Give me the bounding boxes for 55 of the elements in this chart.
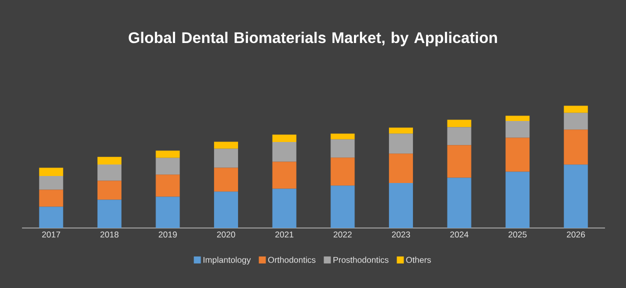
bar [388,154,413,183]
bar [506,138,530,172]
bar [388,182,413,228]
bar [447,178,472,228]
bar [272,142,296,162]
bar [214,142,238,149]
bar [330,158,355,186]
bar [97,200,122,228]
x-tick-label: 2022 [334,232,352,238]
bar [214,168,238,192]
x-tick-label: 2021 [275,232,294,238]
bar [156,196,180,228]
x-tick-label: 2019 [158,232,177,238]
bar [97,180,122,200]
bar [272,162,296,189]
bar [330,186,355,228]
bar [330,139,355,158]
legend-label: Implantology [204,256,251,265]
bar [564,130,588,165]
x-tick-label: 2023 [392,232,410,238]
bar [388,128,413,134]
bar [447,127,472,146]
chart-title: Global Dental Biomaterials Market, by Application [128,32,497,46]
bar [214,192,238,228]
bar [156,174,180,197]
bar [156,158,180,175]
legend-label: Orthodontics [268,256,316,263]
x-tick-label: 2020 [217,232,236,238]
legend-label: Prosthodontics [333,256,388,263]
bar [506,116,530,121]
x-tick-label: 2024 [450,232,468,238]
bar [388,134,413,154]
legend-label: Others [406,256,431,263]
bar [564,112,588,130]
bar [214,148,238,168]
bar [272,188,296,228]
bar [564,106,588,113]
bar [39,206,64,228]
bar [97,156,122,165]
x-tick-label: 2026 [566,232,585,238]
bar [39,176,64,190]
bar [506,172,530,228]
bar [97,164,122,181]
x-tick-label: 2025 [508,232,527,238]
bar [39,168,64,176]
bar [156,150,180,158]
bar [330,134,355,140]
bar [39,190,64,207]
bar [564,164,588,228]
bar [447,145,472,178]
x-tick-label: 2017 [42,232,60,238]
bar [447,120,472,128]
bar [506,120,530,138]
x-tick-label: 2018 [100,232,118,238]
bar [272,134,296,142]
